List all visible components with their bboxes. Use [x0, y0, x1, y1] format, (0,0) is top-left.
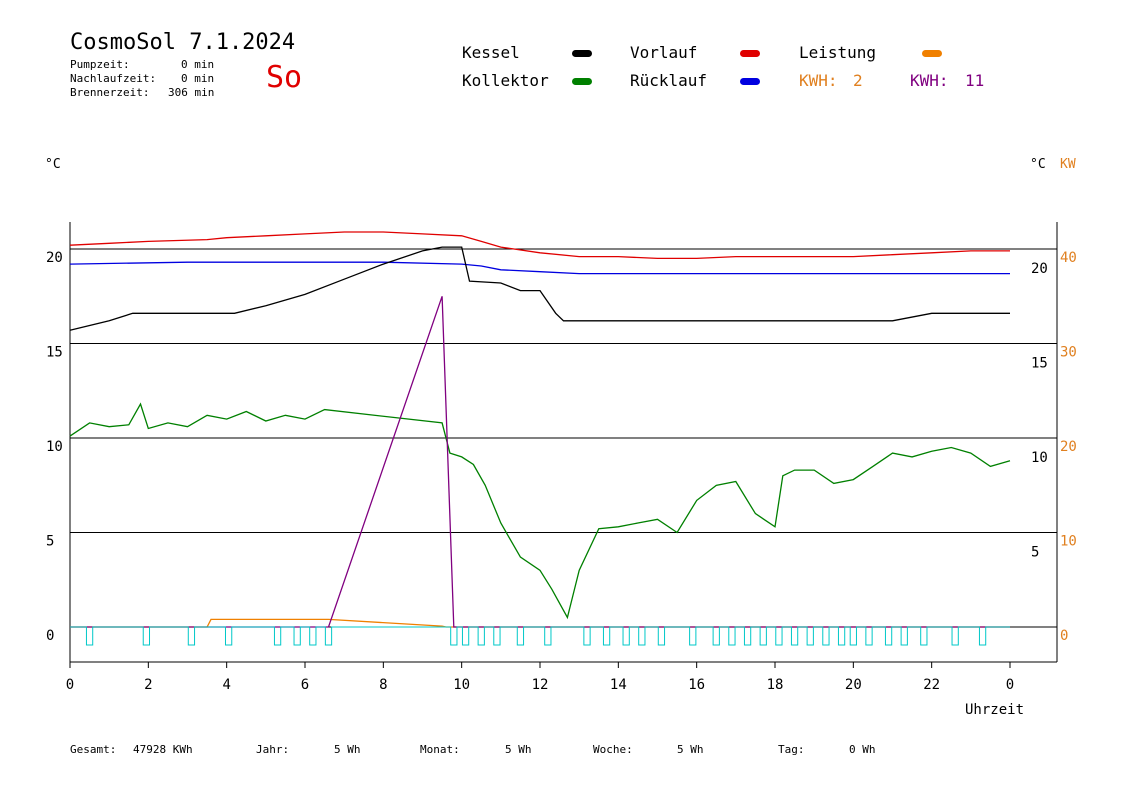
- legend-kwh1-label: KWH:: [799, 71, 838, 90]
- y-right-tick-label: 5: [1031, 545, 1039, 561]
- footer-monat-value: 5 Wh: [505, 743, 532, 756]
- legend-ruecklauf-label: Rücklauf: [630, 71, 708, 90]
- y-right-kw-tick-label: 30: [1060, 345, 1077, 361]
- x-tick-label: 2: [144, 677, 152, 693]
- series-line-rcklauf: [69, 261, 1010, 275]
- series-line-pumpe: [70, 626, 1010, 646]
- footer-jahr-label: Jahr:: [256, 743, 290, 756]
- y-right-tick-label: 20: [1031, 261, 1048, 277]
- stat-brennerzeit-value: 306 min: [168, 86, 215, 99]
- stat-brennerzeit-label: Brennerzeit:: [70, 86, 150, 99]
- footer-monat-label: Monat:: [420, 743, 460, 756]
- legend-kollektor-swatch: [572, 78, 592, 85]
- y-left-tick-label: 20: [46, 250, 63, 266]
- legend-leistung-label: Leistung: [799, 43, 877, 62]
- y-axis-left-unit: °C: [45, 157, 61, 172]
- legend-vorlauf-label: Vorlauf: [630, 43, 698, 62]
- x-tick-label: 14: [610, 677, 627, 693]
- x-tick-label: 0: [1006, 677, 1014, 693]
- y-left-tick-label: 15: [46, 345, 63, 361]
- x-tick-label: 0: [66, 677, 74, 693]
- y-right-tick-label: 10: [1031, 450, 1048, 466]
- series-line-kollektor: [69, 402, 1011, 620]
- series-line-kwh: [70, 296, 1010, 628]
- x-axis-label: Uhrzeit: [965, 702, 1024, 718]
- footer-tag-label: Tag:: [778, 743, 805, 756]
- footer-tag-value: 0 Wh: [849, 743, 876, 756]
- x-tick-label: 16: [688, 677, 705, 693]
- x-tick-label: 12: [532, 677, 549, 693]
- legend-vorlauf-swatch: [740, 50, 760, 57]
- x-tick-label: 18: [767, 677, 784, 693]
- x-tick-label: 10: [453, 677, 470, 693]
- legend-kessel-swatch: [572, 50, 592, 57]
- footer-gesamt-value: 47928 KWh: [133, 743, 193, 756]
- footer-gesamt-label: Gesamt:: [70, 743, 117, 756]
- y-left-tick-label: 5: [46, 534, 54, 550]
- series-line-kessel: [69, 246, 1010, 331]
- stat-pumpzeit-label: Pumpzeit:: [70, 58, 130, 71]
- legend-kollektor-label: Kollektor: [462, 71, 549, 90]
- stat-nachlaufzeit-label: Nachlaufzeit:: [70, 72, 157, 85]
- legend-kessel-label: Kessel: [462, 43, 520, 62]
- stat-pumpzeit-value: 0 min: [181, 58, 215, 71]
- y-right-kw-tick-label: 40: [1060, 250, 1077, 266]
- page-title: CosmoSol 7.1.2024: [70, 30, 296, 55]
- footer-woche-label: Woche:: [593, 743, 633, 756]
- stat-nachlaufzeit-value: 0 min: [181, 72, 215, 85]
- y-left-tick-label: 10: [46, 439, 63, 455]
- x-tick-label: 20: [845, 677, 862, 693]
- y-axis-right-unit-c: °C: [1030, 157, 1046, 172]
- x-tick-label: 6: [301, 677, 309, 693]
- series-line-leistung: [70, 618, 1010, 628]
- y-left-tick-label: 0: [46, 628, 54, 644]
- legend-leistung-swatch: [922, 50, 942, 57]
- legend-ruecklauf-swatch: [740, 78, 760, 85]
- footer-jahr-value: 5 Wh: [334, 743, 361, 756]
- x-tick-label: 22: [923, 677, 940, 693]
- footer-woche-value: 5 Wh: [677, 743, 704, 756]
- weekday-label: So: [266, 60, 303, 95]
- y-right-kw-tick-label: 0: [1060, 628, 1068, 644]
- y-axis-right-unit-kw: KW: [1060, 157, 1076, 172]
- series-line-vorlauf: [69, 231, 1010, 260]
- y-right-tick-label: 15: [1031, 356, 1048, 372]
- legend-kwh2-value: 11: [965, 71, 985, 90]
- legend-kwh2-label: KWH:: [910, 71, 949, 90]
- x-tick-label: 4: [222, 677, 230, 693]
- x-tick-label: 8: [379, 677, 387, 693]
- y-right-kw-tick-label: 20: [1060, 439, 1077, 455]
- legend-kwh1-value: 2: [853, 71, 863, 90]
- y-right-kw-tick-label: 10: [1060, 534, 1077, 550]
